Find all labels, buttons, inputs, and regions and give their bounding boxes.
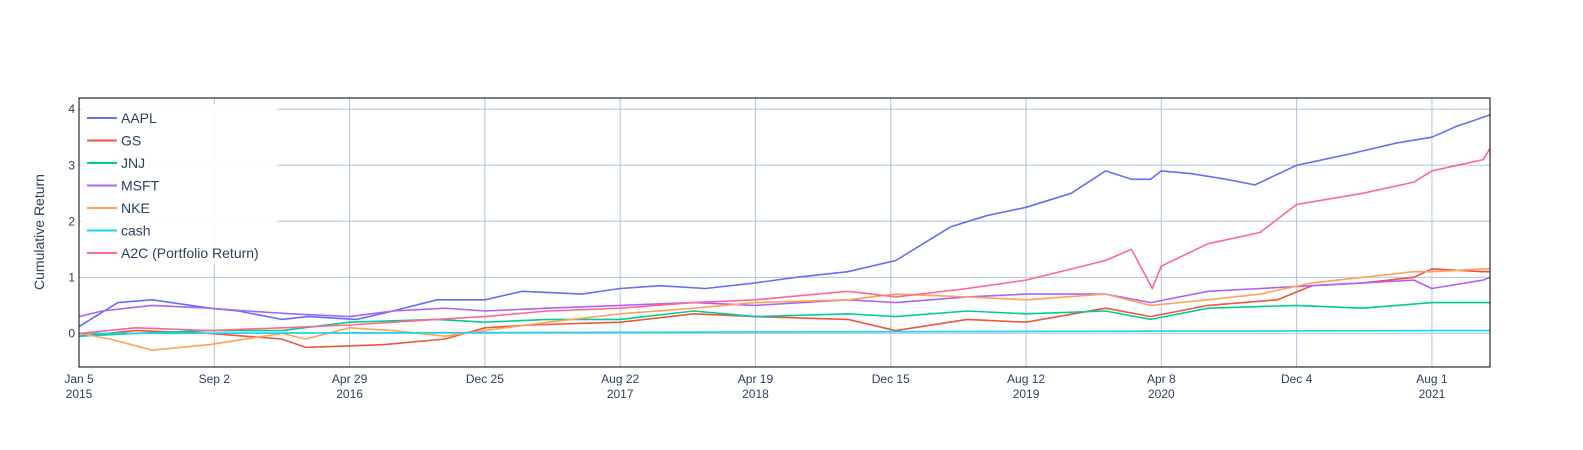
legend-box [81, 104, 277, 264]
x-tick-year-label: 2019 [1013, 387, 1040, 401]
legend-item-aapl[interactable]: AAPL [87, 110, 157, 126]
legend-label: A2C (Portfolio Return) [121, 245, 259, 261]
legend-item-cash[interactable]: cash [87, 223, 151, 239]
series-line-nke [78, 268, 1490, 352]
y-axis-title: Cumulative Return [31, 174, 47, 290]
x-tick-year-label: 2018 [742, 387, 769, 401]
legend-item-nke[interactable]: NKE [87, 200, 150, 216]
series-line-a2c-portfolio-return [78, 147, 1491, 335]
x-tick-year-label: 2021 [1419, 387, 1446, 401]
legend-item-gs[interactable]: GS [87, 133, 141, 149]
legend-label: JNJ [121, 155, 145, 171]
legend-label: AAPL [121, 110, 157, 126]
x-tick-year-label: 2020 [1148, 387, 1175, 401]
y-axis-ticks: 0 1 2 3 4 [68, 102, 75, 340]
legend-item-a2c-portfolio-return[interactable]: A2C (Portfolio Return) [87, 245, 259, 261]
x-tick-label: Apr 29 [332, 372, 368, 386]
x-tick-label: Dec 15 [872, 372, 910, 386]
series-line-msft [78, 276, 1491, 318]
x-tick-label: Apr 8 [1147, 372, 1176, 386]
y-tick-label: 0 [68, 326, 75, 340]
y-tick-label: 4 [68, 102, 75, 116]
x-tick-label: Jan 5 [64, 372, 94, 386]
legend-item-msft[interactable]: MSFT [87, 178, 160, 194]
x-tick-label: Dec 25 [466, 372, 504, 386]
x-tick-label: Sep 2 [199, 372, 231, 386]
plot-border [78, 97, 1491, 368]
y-tick-label: 1 [68, 270, 75, 284]
legend-item-jnj[interactable]: JNJ [87, 155, 145, 171]
y-tick-label: 3 [68, 158, 75, 172]
series-line-cash [78, 329, 1490, 335]
x-tick-label: Aug 22 [601, 372, 639, 386]
legend[interactable]: AAPL GS JNJ MSFT NKE cash A2C (Portfolio Retur… [81, 104, 277, 264]
series-lines [78, 114, 1491, 352]
x-tick-year-label: 2016 [336, 387, 363, 401]
legend-label: GS [121, 133, 141, 149]
series-line-aapl [78, 114, 1491, 328]
legend-label: NKE [121, 200, 150, 216]
x-tick-label: Aug 1 [1416, 372, 1448, 386]
x-tick-label: Aug 12 [1007, 372, 1045, 386]
legend-label: MSFT [121, 178, 160, 194]
x-tick-label: Apr 19 [738, 372, 774, 386]
y-tick-label: 2 [68, 214, 75, 228]
x-tick-year-label: 2015 [66, 387, 93, 401]
legend-label: cash [121, 223, 151, 239]
x-tick-year-label: 2017 [607, 387, 634, 401]
x-tick-label: Dec 4 [1281, 372, 1313, 386]
plot-background [79, 98, 1490, 367]
